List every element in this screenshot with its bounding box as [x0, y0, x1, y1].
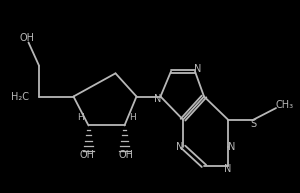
Text: S: S: [250, 119, 256, 129]
Text: H₂C: H₂C: [11, 91, 28, 102]
Text: N: N: [154, 94, 162, 104]
Text: OH: OH: [118, 150, 134, 160]
Text: N: N: [176, 142, 184, 152]
Text: N: N: [224, 164, 232, 174]
Text: N: N: [228, 142, 235, 152]
Text: OH: OH: [20, 33, 34, 43]
Text: CH₃: CH₃: [276, 100, 294, 110]
Text: H: H: [129, 113, 135, 122]
Text: H: H: [78, 113, 84, 122]
Text: N: N: [194, 63, 201, 74]
Text: OH: OH: [80, 150, 94, 160]
